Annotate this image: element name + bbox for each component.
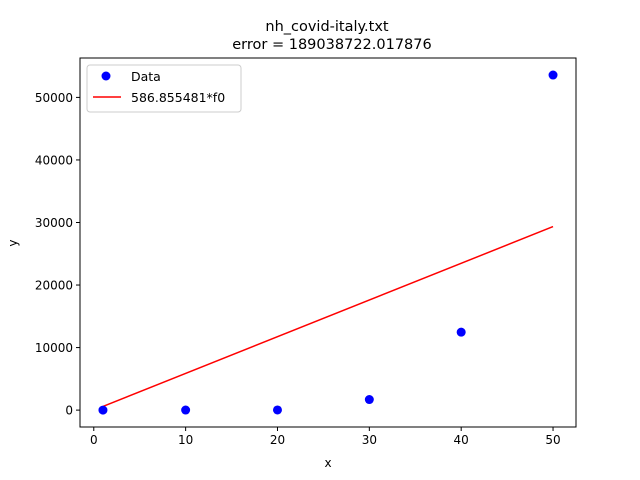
data-point (456, 327, 466, 337)
chart-title-line2: error = 189038722.017876 (232, 37, 431, 53)
y-tick-label: 30000 (35, 216, 73, 230)
legend: Data 586.855481*f0 (86, 64, 242, 113)
chart-title-line1: nh_covid-italy.txt (265, 19, 389, 35)
legend-data-marker (101, 71, 111, 81)
legend-data-label: Data (131, 69, 161, 84)
data-point (548, 70, 558, 80)
data-point (272, 405, 282, 415)
x-tick-label: 50 (545, 433, 560, 447)
axes: 0 10 20 30 40 50 0 10000 20000 30000 40000 50000 (35, 57, 577, 447)
y-tick-label: 10000 (35, 341, 73, 355)
x-axis-label: x (324, 456, 331, 470)
y-axis-label: y (6, 239, 20, 246)
data-point (181, 405, 191, 415)
legend-box (86, 64, 242, 113)
fit-line (102, 225, 554, 408)
y-tick-label: 50000 (35, 91, 73, 105)
y-tick-label: 20000 (35, 279, 73, 293)
data-point (98, 405, 108, 415)
y-tick-label: 40000 (35, 153, 73, 167)
plot-area (98, 70, 558, 415)
x-tick-label: 10 (178, 433, 193, 447)
data-point (364, 395, 374, 405)
x-tick-label: 0 (90, 433, 98, 447)
legend-fit-label: 586.855481*f0 (131, 90, 225, 105)
x-tick-label: 40 (454, 433, 469, 447)
axes-frame (79, 57, 577, 428)
x-tick-label: 30 (362, 433, 377, 447)
x-tick-label: 20 (270, 433, 285, 447)
y-tick-label: 0 (65, 404, 73, 418)
